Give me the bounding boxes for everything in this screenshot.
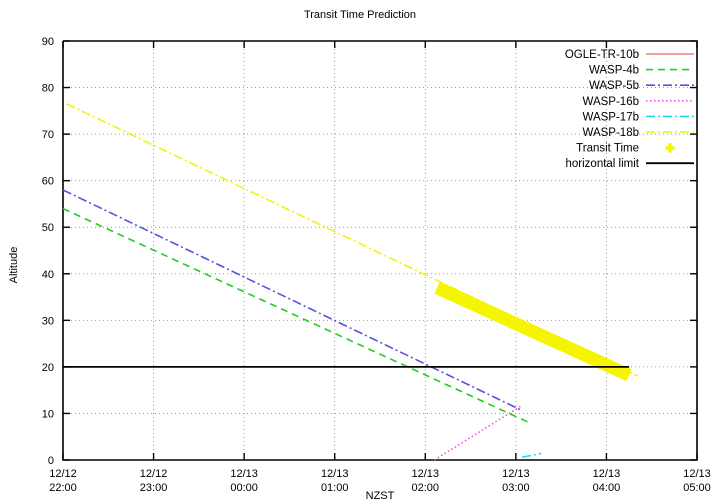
x-tick-label-date: 12/12: [140, 468, 168, 480]
x-tick-label-date: 12/13: [502, 468, 530, 480]
legend-label-wasp-16b: WASP-16b: [583, 96, 639, 108]
series-layer: [62, 103, 639, 461]
legend-label-wasp-4b: WASP-4b: [589, 65, 639, 77]
legend: OGLE-TR-10b WASP-4b WASP-5b WASP-16b WASP-17…: [565, 49, 694, 170]
y-tick-label: 60: [42, 176, 54, 188]
series-line-wasp-17b: [522, 452, 542, 458]
x-tick-label-date: 12/13: [593, 468, 621, 480]
series-transit-time-band: [434, 281, 632, 382]
y-tick-label: 10: [42, 408, 54, 420]
x-tick-label-time: 05:00: [683, 482, 711, 494]
x-tick-label-date: 12/13: [683, 468, 711, 480]
legend-label-ogle-tr-10b: OGLE-TR-10b: [565, 49, 639, 61]
y-tick-label: 70: [42, 129, 54, 141]
x-tick-label-time: 04:00: [593, 482, 621, 494]
series-line-wasp-16b: [433, 405, 521, 461]
x-tick-label-time: 02:00: [412, 482, 440, 494]
legend-marker-transit-time: [665, 143, 675, 153]
legend-label-transit-time: Transit Time: [576, 143, 639, 155]
y-axis-ticks: 0 10 20 30 40 50 60 70 80 90: [42, 36, 697, 467]
y-tick-label: 20: [42, 362, 54, 374]
y-tick-label: 40: [42, 269, 54, 281]
x-tick-label-date: 12/13: [321, 468, 349, 480]
legend-label-wasp-18b: WASP-18b: [583, 127, 639, 139]
y-tick-label: 80: [42, 83, 54, 95]
legend-label-wasp-17b: WASP-17b: [583, 111, 639, 123]
plot-border: [62, 40, 698, 461]
legend-label-horizontal-limit: horizontal limit: [566, 158, 640, 170]
x-axis-label: NZST: [366, 490, 395, 502]
x-tick-label-date: 12/13: [230, 468, 258, 480]
chart-title: Transit Time Prediction: [304, 9, 416, 21]
x-tick-label-time: 00:00: [230, 482, 258, 494]
y-tick-label: 50: [42, 222, 54, 234]
x-tick-label-date: 12/13: [412, 468, 440, 480]
x-tick-label-time: 03:00: [502, 482, 530, 494]
x-tick-label-time: 23:00: [140, 482, 168, 494]
x-tick-label-date: 12/12: [49, 468, 77, 480]
series-line-wasp-4b: [62, 207, 530, 424]
y-axis-label: Altitude: [8, 247, 20, 284]
x-tick-label-time: 22:00: [49, 482, 77, 494]
y-tick-label: 0: [48, 455, 54, 467]
y-tick-label: 30: [42, 315, 54, 327]
x-axis-ticks: 12/12 22:00 12/12 23:00 12/13 00:00 12/13 01:00…: [49, 41, 711, 494]
legend-label-wasp-5b: WASP-5b: [589, 80, 639, 92]
y-tick-label: 90: [42, 36, 54, 48]
x-tick-label-time: 01:00: [321, 482, 349, 494]
